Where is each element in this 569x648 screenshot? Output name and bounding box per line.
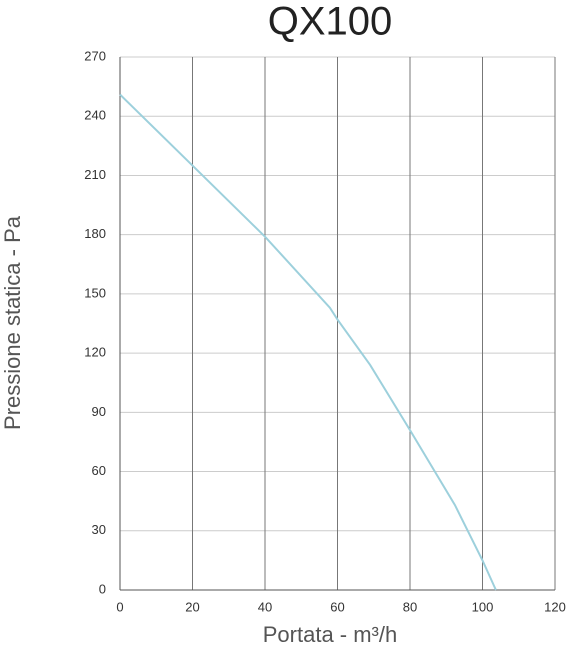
x-tick-label: 0	[116, 599, 123, 614]
y-tick-label: 30	[92, 522, 106, 537]
line	[119, 93, 497, 591]
x-axis-label: Portata - m³/h	[263, 622, 397, 647]
x-tick-label: 20	[185, 599, 199, 614]
y-tick-label: 90	[92, 404, 106, 419]
chart-title: QX100	[268, 0, 393, 44]
y-tick-label: 60	[92, 463, 106, 478]
y-tick-label: 180	[84, 226, 106, 241]
x-tick-label: 100	[472, 599, 494, 614]
y-axis-label: Pressione statica - Pa	[0, 215, 25, 430]
y-tick-label: 240	[84, 108, 106, 123]
x-tick-label: 80	[403, 599, 417, 614]
x-tick-label: 60	[330, 599, 344, 614]
y-tick-label: 150	[84, 285, 106, 300]
y-tick-label: 270	[84, 48, 106, 63]
y-tick-label: 0	[99, 581, 106, 596]
y-tick-label: 120	[84, 345, 106, 360]
y-tick-label: 210	[84, 167, 106, 182]
x-tick-label: 120	[544, 599, 566, 614]
x-tick-label: 40	[258, 599, 272, 614]
